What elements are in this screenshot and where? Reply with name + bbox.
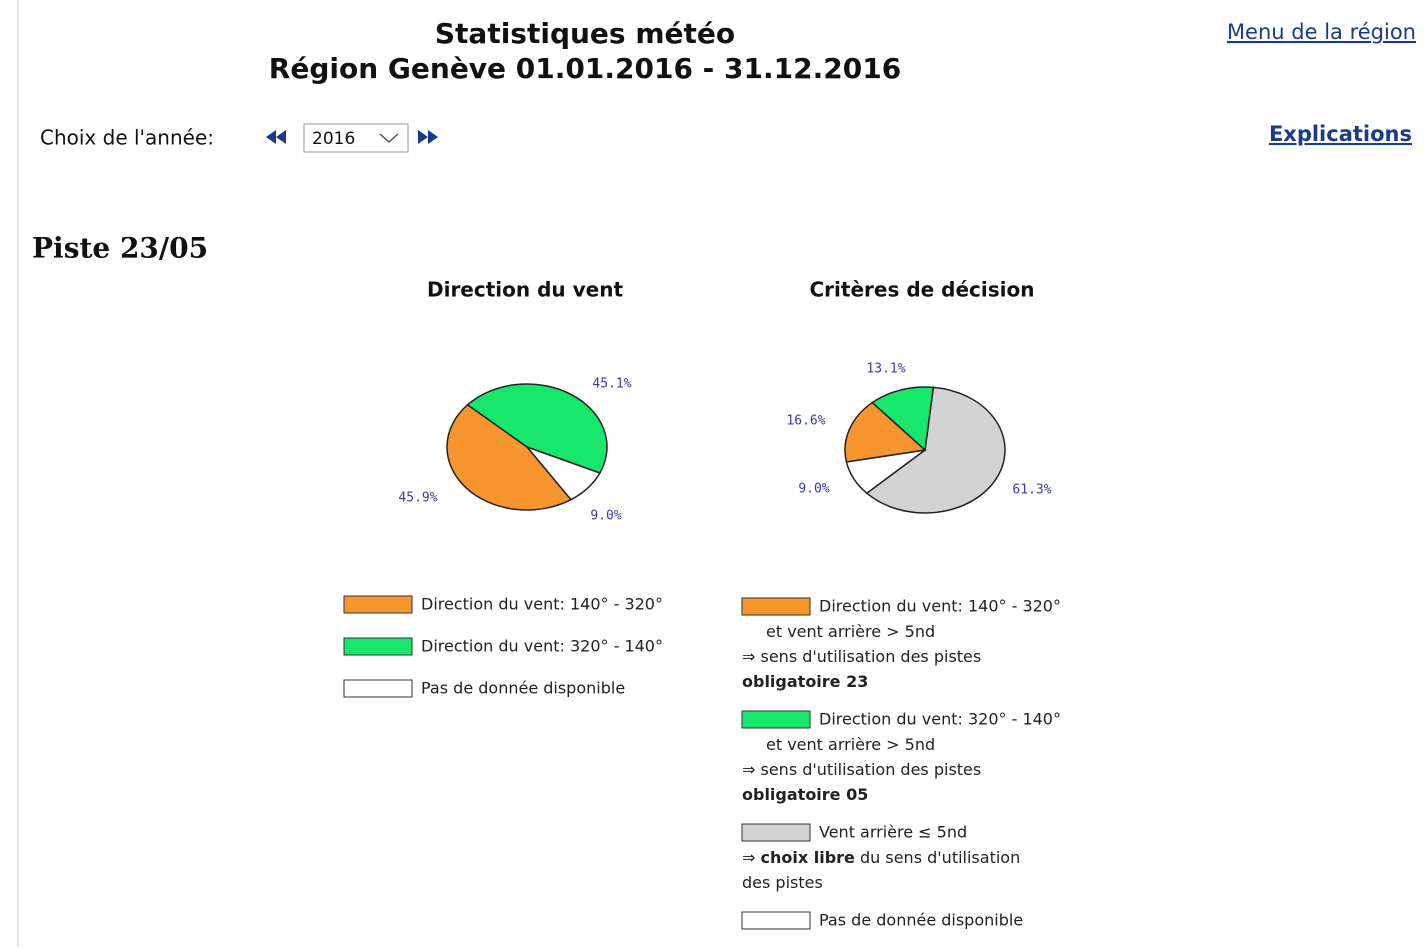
year-select[interactable]	[303, 123, 409, 153]
legend-label: Direction du vent: 140° - 320°	[421, 595, 663, 614]
legend-note-part: obligatoire 05	[742, 785, 868, 804]
legend-note-part: ⇒ sens d'utilisation des pistes	[742, 647, 981, 666]
pie-slice	[446, 403, 573, 511]
pie-slice	[844, 401, 927, 463]
legend-note: ⇒ choix libre du sens d'utilisation	[742, 848, 1020, 867]
legend-note: obligatoire 05	[742, 785, 868, 804]
legend-note: obligatoire 23	[742, 672, 868, 691]
explanations-link[interactable]: Explications	[1269, 122, 1412, 146]
section-title: Piste 23/05	[32, 232, 208, 265]
legend-note-part: ⇒	[742, 848, 761, 867]
value-label: 45.1%	[592, 377, 631, 392]
legend-label: Pas de donnée disponible	[421, 679, 625, 698]
legend-note-part: et vent arrière > 5nd	[766, 735, 935, 754]
next-year[interactable]	[418, 130, 438, 144]
legend-note-part: des pistes	[742, 873, 823, 892]
legend-note-part: obligatoire 23	[742, 672, 868, 691]
value-label: 16.6%	[786, 414, 825, 429]
value-label: 9.0%	[798, 482, 829, 497]
legend-note-part: et vent arrière > 5nd	[766, 622, 935, 641]
legend-swatch	[741, 710, 811, 729]
value-label: 13.1%	[866, 362, 905, 377]
legend-swatch	[343, 679, 413, 698]
menu-link[interactable]: Menu de la région	[1227, 20, 1416, 44]
legend-label: Direction du vent: 320° - 140°	[421, 637, 663, 656]
legend-swatch	[741, 911, 811, 930]
value-label: 9.0%	[590, 509, 621, 524]
legend-note-part: ⇒ sens d'utilisation des pistes	[742, 760, 981, 779]
value-label: 45.9%	[398, 491, 437, 506]
page-title: Statistiques météo	[435, 17, 735, 50]
legend-swatch	[741, 823, 811, 842]
legend-swatch	[343, 637, 413, 656]
pie-slice	[871, 386, 935, 452]
legend-note-part: choix libre	[761, 848, 856, 867]
legend-note: des pistes	[742, 873, 823, 892]
legend-note: et vent arrière > 5nd	[766, 622, 935, 641]
year-label: Choix de l'année:	[40, 126, 214, 150]
legend-swatch	[343, 595, 413, 614]
prev-year[interactable]	[266, 130, 286, 144]
legend-swatch	[741, 597, 811, 616]
legend-label: Direction du vent: 320° - 140°	[819, 710, 1061, 729]
pie-slice	[865, 386, 1006, 514]
legend-label: Pas de donnée disponible	[819, 911, 1023, 930]
year-select-value: 2016	[312, 129, 355, 149]
legend-label: Vent arrière ≤ 5nd	[819, 823, 967, 842]
legend-label: Direction du vent: 140° - 320°	[819, 597, 1061, 616]
value-label: 61.3%	[1012, 483, 1051, 498]
chart-title: Critères de décision	[810, 278, 1035, 302]
chart-title: Direction du vent	[427, 278, 623, 302]
legend-note-part: du sens d'utilisation	[855, 848, 1020, 867]
legend-note: ⇒ sens d'utilisation des pistes	[742, 760, 981, 779]
legend-note: ⇒ sens d'utilisation des pistes	[742, 647, 981, 666]
pie-slice	[466, 383, 608, 474]
select-arrow	[379, 133, 399, 144]
legend-note: et vent arrière > 5nd	[766, 735, 935, 754]
page-subtitle: Région Genève 01.01.2016 - 31.12.2016	[269, 52, 901, 85]
